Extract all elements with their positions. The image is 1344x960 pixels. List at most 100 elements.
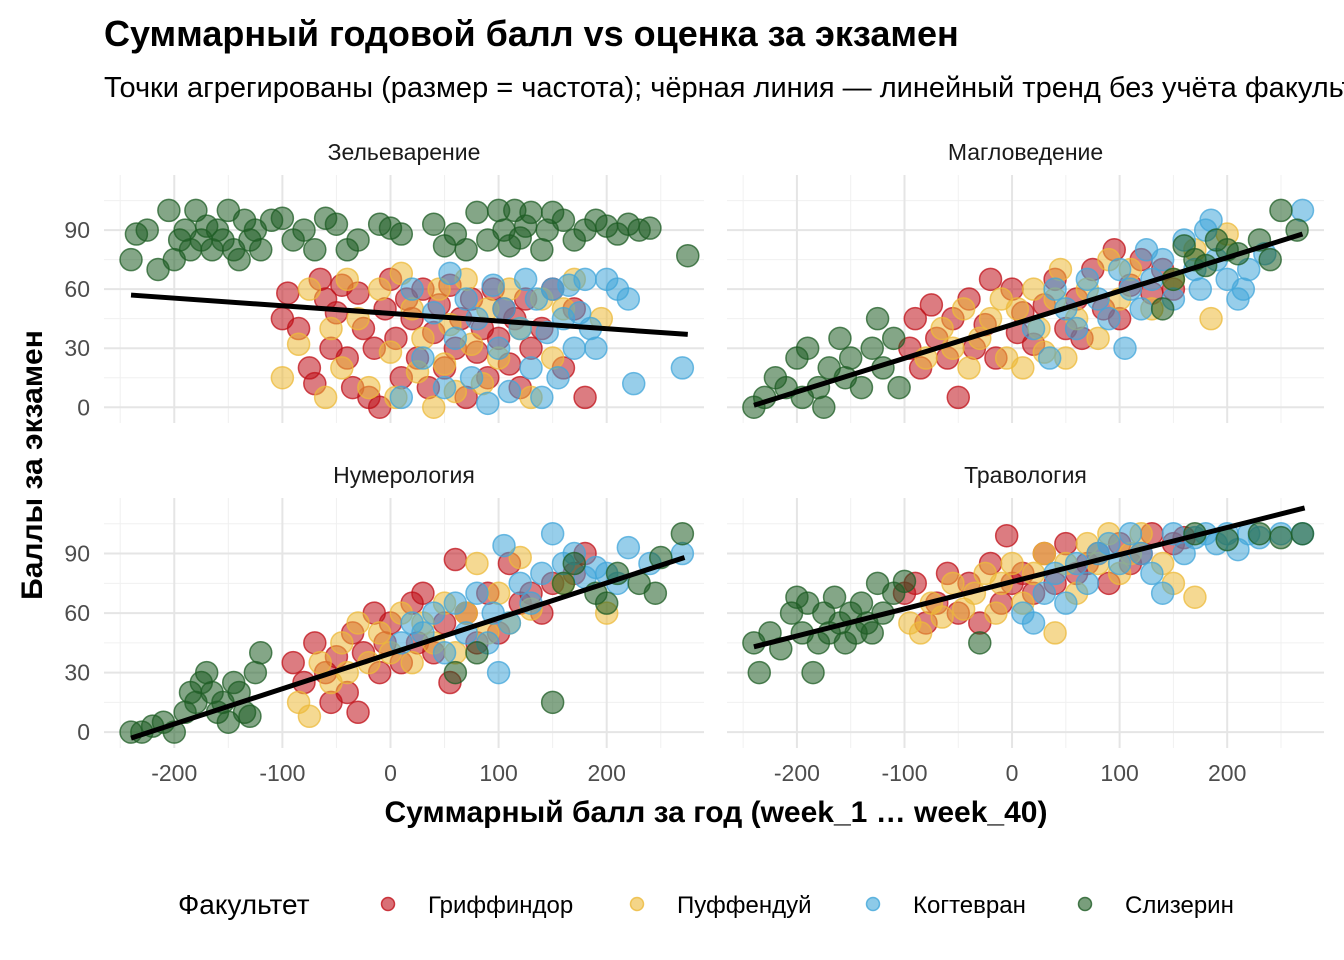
data-point: [438, 261, 462, 286]
data-point: [838, 346, 863, 370]
y-tick-label: 60: [64, 600, 90, 626]
data-point: [324, 212, 349, 236]
x-tick-label: -200: [151, 760, 197, 786]
data-point: [492, 533, 516, 558]
data-point: [443, 326, 468, 351]
data-point: [1290, 198, 1315, 223]
data-point: [303, 631, 327, 655]
chart-subtitle: Точки агрегированы (размер = частота); ч…: [104, 72, 1344, 104]
data-point: [400, 277, 424, 301]
data-point: [546, 365, 570, 390]
data-point: [1150, 247, 1175, 272]
data-point: [919, 293, 944, 317]
data-point: [908, 621, 933, 645]
data-point: [887, 375, 911, 400]
data-point: [594, 591, 619, 615]
trend-line: [753, 231, 1304, 408]
data-point: [1086, 326, 1110, 351]
chart-title: Суммарный годовой балл vs оценка за экза…: [104, 13, 959, 54]
legend-label: Слизерин: [1125, 892, 1234, 919]
data-point: [330, 356, 354, 380]
data-point: [540, 346, 565, 370]
data-point: [562, 336, 587, 360]
x-axis-title: Суммарный балл за год (week_1 … week_40): [385, 796, 1048, 829]
data-point: [508, 571, 532, 596]
data-point: [492, 297, 516, 321]
data-point: [1037, 346, 1062, 370]
data-point: [313, 385, 338, 410]
data-point: [335, 267, 359, 292]
x-tick-label: -200: [774, 760, 820, 786]
legend-item: Когтевран: [865, 892, 1026, 919]
data-point: [486, 660, 511, 685]
data-point: [135, 218, 159, 242]
data-point: [1043, 277, 1067, 301]
data-point: [530, 561, 554, 586]
data-point: [551, 571, 576, 596]
data-point: [1032, 541, 1057, 566]
data-point: [1247, 521, 1272, 546]
data-point: [1064, 316, 1089, 341]
data-point: [459, 365, 484, 390]
data-point: [1258, 247, 1282, 272]
data-point: [540, 521, 565, 546]
data-point: [421, 395, 446, 420]
data-point: [443, 547, 468, 572]
data-point: [1107, 257, 1132, 282]
legend-label: Пуффендуй: [677, 892, 811, 919]
data-point: [638, 216, 662, 240]
data-point: [1054, 531, 1078, 556]
data-point: [454, 287, 478, 311]
legend-item: Слизерин: [1077, 892, 1234, 919]
data-point: [249, 641, 273, 665]
trend-line: [130, 292, 688, 337]
data-point: [643, 581, 668, 605]
data-point: [1000, 551, 1024, 576]
data-point: [562, 551, 587, 576]
data-point: [530, 385, 554, 410]
x-tick-label: 200: [588, 760, 626, 786]
data-point: [978, 306, 1003, 331]
data-point: [828, 326, 852, 351]
data-point: [411, 346, 435, 370]
data-point: [994, 523, 1019, 548]
y-tick-label: 30: [64, 660, 90, 686]
data-point: [411, 326, 435, 351]
data-point: [951, 297, 976, 321]
data-point: [319, 316, 343, 341]
data-point: [1269, 525, 1293, 550]
data-point: [530, 238, 554, 262]
data-point: [1043, 621, 1067, 645]
legend-key: [1077, 896, 1093, 912]
data-point: [1188, 277, 1213, 301]
data-point: [860, 621, 884, 645]
data-point: [1199, 208, 1223, 233]
data-point: [747, 660, 772, 685]
data-point: [573, 385, 597, 410]
data-point: [421, 212, 446, 236]
data-point: [621, 371, 646, 396]
data-point: [584, 336, 608, 360]
data-point: [1118, 521, 1143, 546]
x-tick-label: -100: [259, 760, 305, 786]
facet-strip-label: Травология: [964, 462, 1087, 488]
legend-label: Когтевран: [913, 892, 1026, 919]
data-point: [454, 238, 478, 262]
data-point: [227, 247, 251, 272]
data-point: [465, 641, 489, 665]
facet-strip-label: Зельеварение: [328, 139, 481, 165]
data-point: [930, 605, 954, 629]
data-point: [373, 297, 397, 321]
data-point: [238, 704, 262, 729]
y-tick-label: 60: [64, 276, 90, 302]
y-tick-label: 30: [64, 335, 90, 361]
facet-panel: Нумерология 0 30 60 90 -200 -100 0 100 200: [64, 462, 704, 786]
data-point: [465, 200, 489, 225]
facet-panels: Зельеварение 0 30 60 90 Магловедение Нумеролог…: [64, 139, 1324, 786]
data-point: [1097, 531, 1121, 556]
data-point: [292, 218, 316, 242]
data-point: [860, 336, 884, 360]
data-point: [984, 601, 1008, 625]
data-point: [519, 356, 543, 380]
